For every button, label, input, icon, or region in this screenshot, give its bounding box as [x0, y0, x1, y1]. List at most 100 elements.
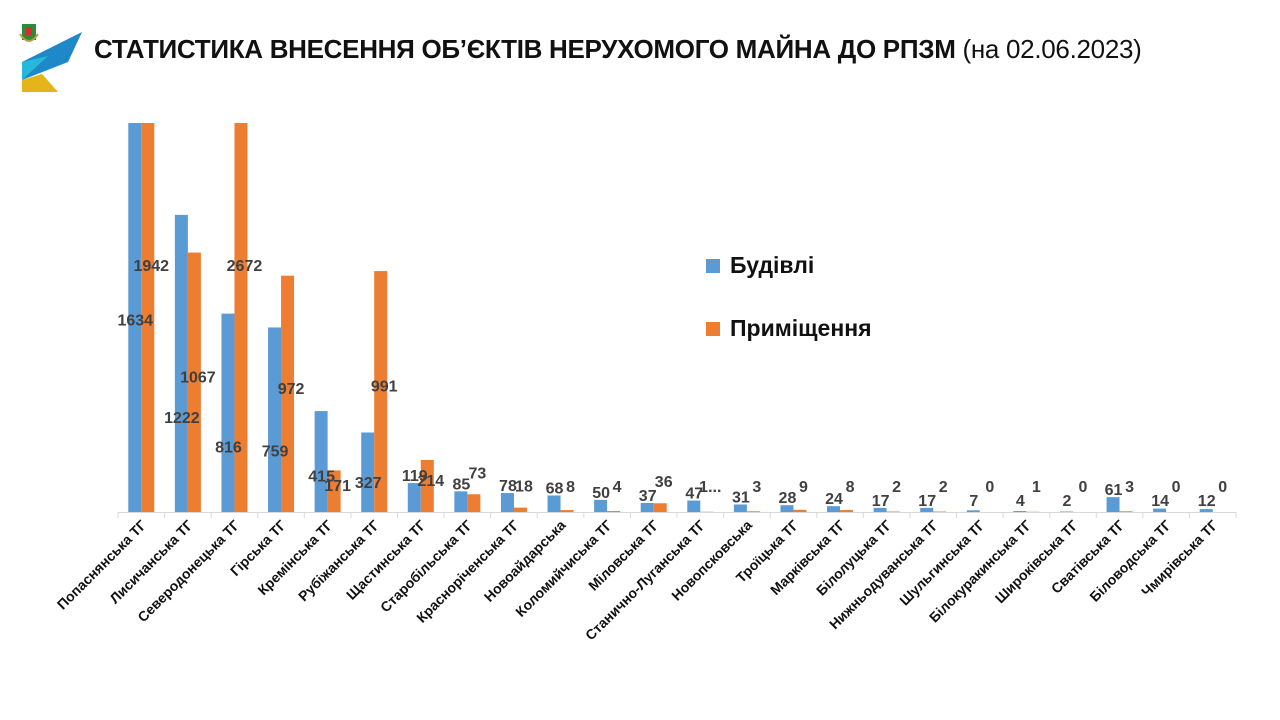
data-label-premises: 73	[468, 465, 486, 482]
x-tick-label: Новоайдарська	[481, 517, 569, 605]
data-label-premises: 1	[1032, 479, 1041, 496]
data-label-buildings: 24	[825, 491, 843, 508]
bar-buildings	[687, 500, 701, 512]
data-label-buildings: 415	[308, 469, 335, 486]
legend-swatch-premises	[706, 321, 720, 336]
data-label-buildings: 68	[546, 480, 564, 497]
data-label-buildings: 85	[452, 476, 470, 493]
data-label-buildings: 47	[685, 486, 703, 503]
bar-buildings	[500, 493, 514, 512]
data-label-buildings: 4	[1016, 493, 1025, 510]
data-label-premises: 9	[799, 479, 808, 496]
data-label-buildings: 14	[1151, 493, 1169, 510]
data-label-premises: 18	[515, 479, 533, 496]
logo	[19, 24, 82, 92]
legend-label-buildings: Будівлі	[730, 252, 815, 278]
bar-premises	[653, 503, 667, 512]
x-tick-label: Попаснянська ТГ	[54, 517, 150, 613]
data-label-buildings: 816	[215, 439, 242, 456]
data-label-buildings: 31	[732, 489, 750, 506]
bar-buildings	[1013, 511, 1027, 512]
bar-buildings	[314, 411, 328, 512]
bar-buildings	[221, 313, 235, 512]
data-label-buildings: 12	[1198, 493, 1216, 510]
data-label-buildings: 37	[639, 488, 657, 505]
data-label-buildings: 119	[402, 468, 428, 485]
bar-buildings	[594, 499, 608, 512]
title-main: СТАТИСТИКА ВНЕСЕННЯ ОБ’ЄКТІВ НЕРУХОМОГО …	[94, 34, 956, 64]
data-label-buildings: 61	[1105, 482, 1123, 499]
bar-premises	[560, 510, 574, 512]
bar-premises	[467, 494, 481, 512]
data-label-buildings: 1222	[164, 410, 200, 427]
bar-buildings	[128, 123, 142, 512]
data-label-premises: 1067	[180, 369, 216, 386]
bar-premises	[840, 510, 854, 512]
data-label-premises: 2672	[227, 258, 263, 275]
x-tick-label: Щастинська ТГ	[343, 517, 429, 603]
data-label-premises: 2	[939, 479, 948, 496]
bar-buildings	[966, 510, 980, 512]
legend-label-premises: Приміщення	[730, 315, 872, 341]
x-tick-label: Біловодська ТГ	[1086, 517, 1174, 605]
data-label-buildings: 17	[918, 493, 936, 510]
data-label-premises: 8	[846, 479, 855, 496]
bar-premises	[513, 507, 527, 512]
data-label-premises: 1...	[699, 479, 721, 496]
data-label-premises: 8	[566, 479, 575, 496]
data-label-premises: 3	[752, 479, 761, 496]
bar-buildings	[1153, 508, 1167, 512]
x-tick-label: Рубіжанська ТГ	[295, 517, 382, 604]
bar-premises	[187, 252, 201, 512]
bar-buildings	[640, 503, 654, 512]
legend-item-premises: Приміщення	[706, 315, 872, 342]
legend: Будівлі Приміщення	[706, 252, 872, 378]
bar-buildings	[827, 506, 841, 512]
data-label-buildings: 1634	[117, 312, 153, 329]
x-tick-label: Лисичанська ТГ	[106, 517, 196, 607]
bar-premises	[327, 470, 341, 512]
bar-buildings	[547, 495, 561, 512]
data-label-premises: 0	[1172, 479, 1181, 496]
bar-buildings	[361, 432, 375, 512]
brand-mark-icon	[22, 32, 82, 92]
bar-premises	[1119, 511, 1133, 512]
bar-premises	[746, 511, 760, 512]
bar-buildings	[268, 327, 282, 512]
legend-swatch-buildings	[706, 258, 720, 273]
bar-buildings	[920, 507, 934, 512]
data-label-premises: 4	[613, 479, 622, 496]
data-label-premises: 0	[985, 479, 994, 496]
bar-premises	[607, 511, 621, 512]
bar-premises	[234, 123, 248, 512]
bar-buildings	[780, 505, 794, 512]
bar-premises	[374, 271, 388, 512]
legend-item-buildings: Будівлі	[706, 252, 872, 279]
bar-premises	[281, 275, 295, 512]
data-label-premises: 972	[278, 381, 305, 398]
x-tick-label: Широківська ТГ	[992, 517, 1081, 606]
bar-buildings	[174, 214, 188, 512]
data-label-premises: 0	[1079, 479, 1088, 496]
coat-of-arms-icon	[19, 24, 39, 42]
bar-buildings	[454, 491, 468, 512]
data-label-buildings: 78	[499, 478, 517, 495]
bar-buildings	[1199, 509, 1213, 512]
data-label-premises: 36	[655, 474, 673, 491]
title-date: (на 02.06.2023)	[962, 34, 1142, 64]
data-label-premises: 0	[1218, 479, 1227, 496]
x-tick-label: Новопсковська	[668, 517, 755, 604]
bar-buildings	[873, 507, 887, 512]
bar-premises	[141, 123, 155, 512]
bar-premises	[420, 459, 434, 512]
page-title: СТАТИСТИКА ВНЕСЕННЯ ОБ’ЄКТІВ НЕРУХОМОГО …	[94, 34, 1142, 65]
x-tick-label: Шульгинська ТГ	[896, 517, 988, 609]
data-label-premises: 2	[892, 479, 901, 496]
bar-buildings	[1106, 497, 1120, 512]
bar-buildings	[733, 504, 747, 512]
data-label-premises: 1942	[133, 258, 169, 275]
data-label-buildings: 327	[355, 475, 382, 492]
data-label-buildings: 28	[779, 490, 797, 507]
bar-premises	[793, 509, 807, 512]
